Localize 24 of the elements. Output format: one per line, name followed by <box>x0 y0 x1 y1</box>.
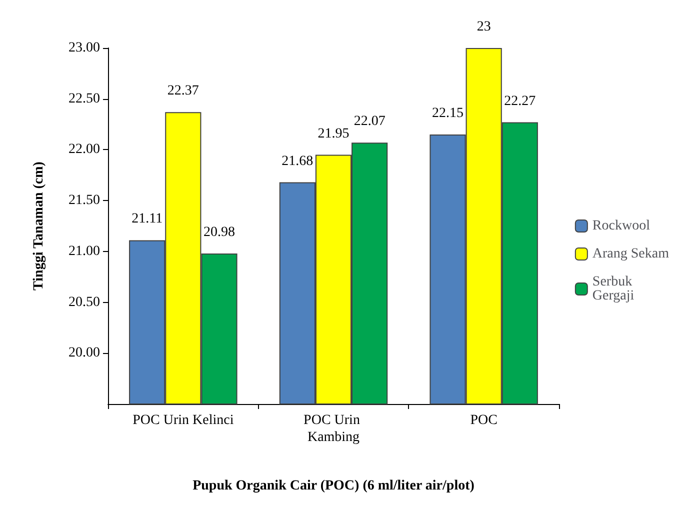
legend-label: Serbuk Gergaji <box>592 274 636 304</box>
x-tick-label: POC Urin Kambing <box>304 413 364 445</box>
x-axis-title: Pupuk Organik Cair (POC) (6 ml/liter air/plot) <box>192 478 475 494</box>
legend-label: Arang Sekam <box>592 246 670 262</box>
y-tick-label: 22.00 <box>68 142 100 158</box>
data-label: 21.11 <box>132 212 163 227</box>
x-tick-label: POC Urin Kelinci <box>132 413 234 428</box>
data-label: 21.68 <box>282 154 314 169</box>
data-label: 22.37 <box>167 84 199 99</box>
x-tick-label: POC <box>470 413 498 428</box>
y-tick-label: 20.50 <box>68 294 100 310</box>
y-tick-label: 20.00 <box>68 346 100 361</box>
legend-label: Rockwool <box>592 218 650 234</box>
y-tick-label: 22.50 <box>68 91 100 106</box>
y-tick-label: 21.00 <box>68 244 100 259</box>
data-label: 20.98 <box>203 224 235 240</box>
data-label: 22.15 <box>432 106 464 121</box>
data-label: 22.07 <box>354 114 386 130</box>
data-label: 23 <box>476 20 491 34</box>
data-label: 21.95 <box>318 126 350 142</box>
y-tick-label: 23.00 <box>68 40 100 56</box>
y-tick-label: 21.50 <box>68 193 100 208</box>
y-axis-title: Tinggi Tanaman (cm) <box>32 161 46 290</box>
data-label: 22.27 <box>504 94 536 109</box>
